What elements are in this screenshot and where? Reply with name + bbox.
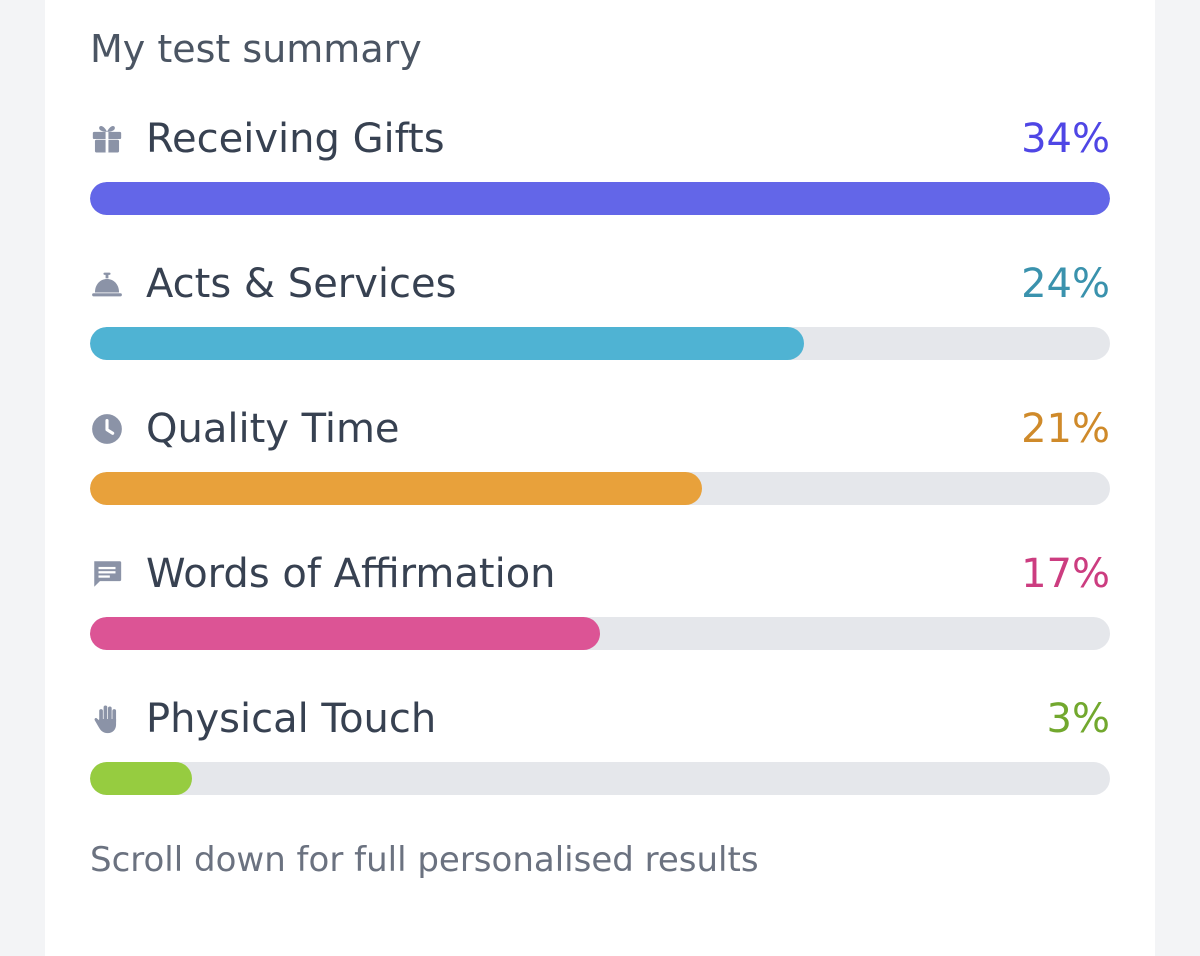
progress-fill	[90, 472, 702, 505]
item-percent: 21%	[1021, 406, 1110, 452]
item-header: Receiving Gifts 34%	[90, 110, 1110, 168]
item-header: Physical Touch 3%	[90, 690, 1110, 748]
summary-title: My test summary	[90, 27, 422, 71]
item-label: Quality Time	[146, 406, 400, 452]
progress-track	[90, 182, 1110, 215]
item-percent: 34%	[1021, 116, 1110, 162]
summary-card: My test summary Receiving Gifts 34%	[45, 0, 1155, 956]
progress-fill	[90, 182, 1110, 215]
progress-track	[90, 327, 1110, 360]
progress-fill	[90, 617, 600, 650]
summary-item-physical-touch: Physical Touch 3%	[90, 690, 1110, 795]
summary-item-quality-time: Quality Time 21%	[90, 400, 1110, 505]
summary-item-receiving-gifts: Receiving Gifts 34%	[90, 110, 1110, 215]
item-label: Acts & Services	[146, 261, 457, 307]
scroll-hint: Scroll down for full personalised result…	[90, 840, 759, 880]
progress-track	[90, 472, 1110, 505]
item-label: Receiving Gifts	[146, 116, 445, 162]
progress-track	[90, 762, 1110, 795]
chat-bubble-icon	[90, 557, 124, 591]
clock-icon	[90, 412, 124, 446]
item-label: Words of Affirmation	[146, 551, 556, 597]
service-bell-icon	[90, 267, 124, 301]
item-header: Words of Affirmation 17%	[90, 545, 1110, 603]
summary-item-acts-services: Acts & Services 24%	[90, 255, 1110, 360]
item-header: Acts & Services 24%	[90, 255, 1110, 313]
summary-item-words-of-affirmation: Words of Affirmation 17%	[90, 545, 1110, 650]
hand-icon	[90, 702, 124, 736]
item-header: Quality Time 21%	[90, 400, 1110, 458]
gift-icon	[90, 122, 124, 156]
progress-fill	[90, 327, 804, 360]
progress-fill	[90, 762, 192, 795]
item-percent: 17%	[1021, 551, 1110, 597]
item-percent: 3%	[1046, 696, 1110, 742]
item-label: Physical Touch	[146, 696, 437, 742]
progress-track	[90, 617, 1110, 650]
item-percent: 24%	[1021, 261, 1110, 307]
